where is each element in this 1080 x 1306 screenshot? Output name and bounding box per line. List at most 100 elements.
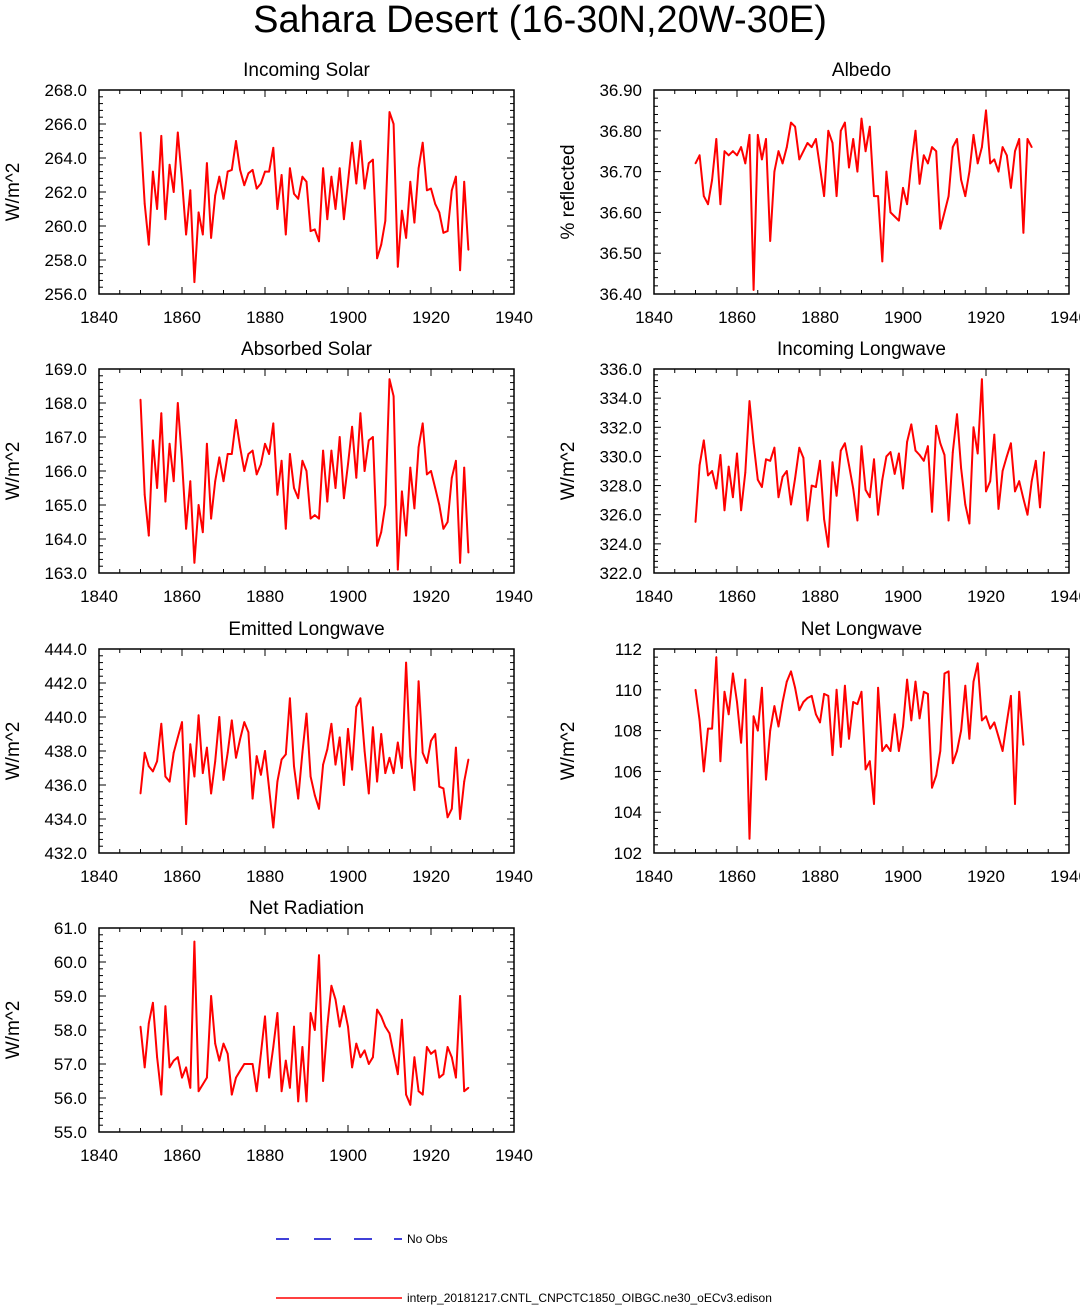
data-point: [939, 750, 942, 752]
x-tick-label: 1920: [967, 587, 1005, 606]
data-point: [384, 504, 387, 506]
data-point: [156, 208, 159, 210]
data-point: [363, 1049, 366, 1052]
data-point: [943, 672, 946, 675]
figure-title: Sahara Desert (16-30N,20W-30E): [253, 0, 827, 41]
data-point: [736, 452, 738, 455]
y-tick-label: 56.0: [54, 1089, 87, 1108]
y-tick-label: 108: [614, 722, 642, 741]
data-point: [388, 111, 391, 113]
y-tick-label: 436.0: [44, 776, 87, 795]
data-point: [943, 211, 946, 214]
data-point: [806, 519, 809, 522]
data-point: [802, 457, 805, 459]
data-point: [222, 197, 225, 200]
y-tick-label: 166.0: [44, 462, 87, 481]
x-tick-label: 1900: [329, 1146, 367, 1165]
x-tick-label: 1900: [329, 587, 367, 606]
data-point: [363, 470, 366, 472]
data-point: [450, 476, 453, 479]
x-tick-label: 1940: [1050, 867, 1080, 886]
x-tick-label: 1880: [801, 308, 839, 327]
data-point: [396, 265, 399, 268]
data-point: [413, 221, 416, 224]
data-point: [363, 750, 366, 752]
data-point: [736, 154, 738, 157]
data-point: [313, 1029, 316, 1031]
x-tick-label: 1920: [412, 867, 450, 886]
data-point: [723, 150, 726, 153]
y-tick-label: 164.0: [44, 530, 87, 549]
data-point: [401, 1018, 403, 1021]
data-point: [877, 686, 879, 689]
data-point: [272, 422, 275, 425]
data-point: [868, 125, 871, 128]
chart-title: Incoming Solar: [243, 60, 370, 81]
data-point: [255, 187, 258, 190]
data-point: [459, 995, 461, 997]
data-point: [318, 240, 320, 243]
data-point: [139, 1025, 142, 1028]
data-point: [902, 487, 904, 490]
data-point: [280, 1090, 283, 1093]
data-point: [338, 1025, 341, 1028]
data-point: [450, 189, 453, 192]
data-point: [239, 1069, 242, 1072]
data-point: [877, 195, 879, 198]
data-point: [715, 138, 718, 140]
data-point: [313, 794, 316, 797]
data-point: [260, 773, 262, 776]
data-point: [218, 1059, 221, 1062]
data-point: [413, 789, 416, 791]
data-point: [806, 142, 809, 144]
data-point: [927, 693, 929, 695]
data-point: [417, 1090, 420, 1093]
data-point: [206, 746, 208, 749]
data-point: [1001, 470, 1004, 472]
data-point: [347, 728, 349, 730]
y-tick-label: 36.70: [599, 163, 642, 182]
data-point: [206, 1076, 208, 1079]
data-point: [160, 722, 163, 725]
data-point: [243, 721, 246, 723]
data-point: [707, 203, 709, 206]
data-point: [935, 424, 938, 427]
data-point: [748, 134, 751, 136]
y-tick-label: 324.0: [599, 535, 642, 554]
data-point: [752, 442, 755, 445]
data-point: [235, 140, 237, 142]
data-point: [401, 767, 403, 769]
data-point: [852, 138, 855, 140]
data-point: [839, 746, 842, 748]
data-point: [289, 167, 291, 170]
data-point: [885, 170, 888, 173]
data-point: [309, 517, 312, 520]
data-point: [765, 458, 767, 461]
data-point: [931, 146, 933, 149]
data-point: [856, 703, 859, 705]
data-point: [235, 419, 237, 421]
x-tick-label: 1860: [163, 308, 201, 327]
y-tick-label: 262.0: [44, 183, 87, 202]
data-point: [438, 785, 441, 788]
data-point: [711, 470, 713, 472]
data-point: [446, 230, 449, 233]
data-point: [264, 170, 266, 173]
data-point: [873, 803, 875, 805]
data-point: [255, 755, 258, 757]
data-point: [230, 169, 233, 171]
y-tick-label: 36.90: [599, 81, 642, 100]
y-tick-label: 106: [614, 762, 642, 781]
data-point: [450, 1056, 453, 1059]
data-point: [831, 142, 834, 144]
data-point: [251, 449, 254, 452]
data-point: [268, 170, 270, 173]
y-tick-label: 434.0: [44, 810, 87, 829]
y-tick-label: 256.0: [44, 285, 87, 304]
data-point: [467, 1086, 470, 1089]
data-point: [844, 442, 846, 445]
series-line: [139, 378, 470, 571]
data-point: [732, 672, 734, 675]
y-tick-label: 55.0: [54, 1123, 87, 1142]
series-line: [694, 378, 1046, 548]
